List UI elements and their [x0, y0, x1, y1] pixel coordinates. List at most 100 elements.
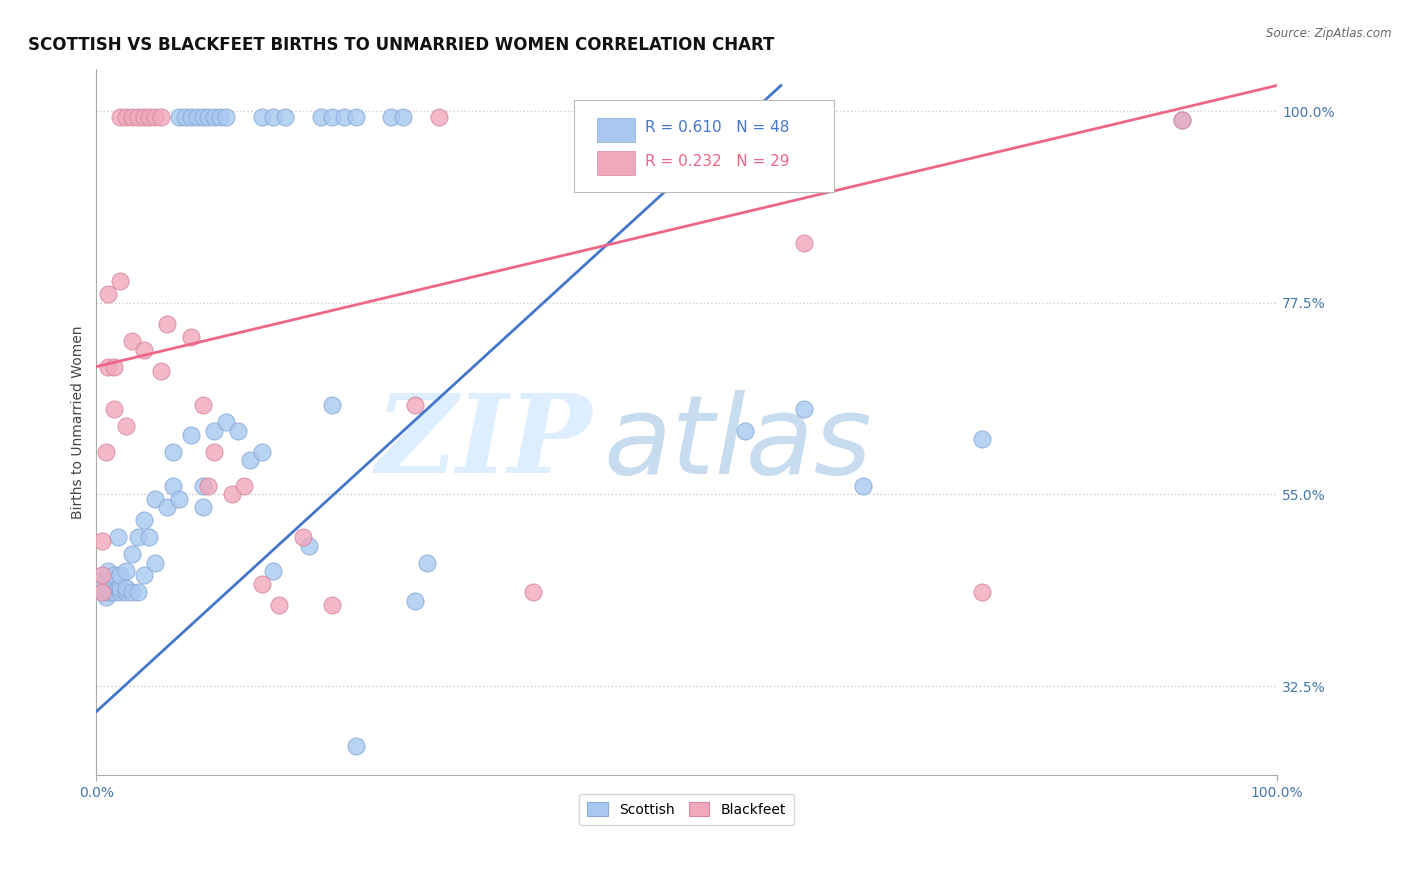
Point	[132, 110, 155, 124]
Point	[852, 479, 875, 493]
Point	[291, 530, 314, 544]
Point	[143, 491, 166, 506]
Point	[321, 398, 343, 412]
Point	[215, 110, 238, 124]
Point	[262, 564, 284, 578]
Point	[404, 594, 426, 608]
Point	[180, 330, 202, 344]
Point	[94, 590, 117, 604]
Point	[344, 110, 367, 124]
Text: atlas: atlas	[603, 390, 873, 497]
Point	[167, 491, 190, 506]
Point	[121, 110, 143, 124]
Point	[127, 530, 149, 544]
Point	[150, 364, 173, 378]
Point	[97, 359, 120, 374]
Point	[138, 530, 160, 544]
Point	[239, 453, 262, 467]
Point	[115, 581, 138, 595]
Point	[127, 110, 149, 124]
Point	[262, 110, 284, 124]
Point	[734, 424, 756, 438]
Point	[107, 530, 129, 544]
Point	[197, 479, 219, 493]
Point	[115, 110, 138, 124]
Point	[91, 581, 114, 595]
Point	[197, 110, 219, 124]
Point	[250, 445, 273, 459]
Point	[121, 585, 143, 599]
Point	[202, 424, 225, 438]
Point	[115, 585, 138, 599]
Point	[344, 739, 367, 753]
Point	[143, 556, 166, 570]
Point	[202, 445, 225, 459]
Point	[274, 110, 297, 124]
Point	[162, 479, 184, 493]
Point	[162, 445, 184, 459]
Point	[1171, 112, 1194, 127]
Point	[103, 568, 125, 582]
Point	[209, 110, 232, 124]
Point	[180, 427, 202, 442]
Point	[793, 236, 815, 251]
Point	[269, 598, 291, 612]
Point	[191, 500, 214, 515]
Point	[321, 598, 343, 612]
Point	[94, 445, 117, 459]
Point	[202, 110, 225, 124]
Point	[793, 402, 815, 417]
Y-axis label: Births to Unmarried Women: Births to Unmarried Women	[72, 326, 86, 519]
Point	[91, 568, 114, 582]
Point	[121, 334, 143, 348]
Point	[100, 585, 122, 599]
Point	[108, 581, 131, 595]
Point	[156, 317, 179, 331]
FancyBboxPatch shape	[596, 118, 634, 142]
Point	[416, 556, 439, 570]
Point	[91, 573, 114, 587]
Point	[138, 110, 160, 124]
Point	[309, 110, 332, 124]
Point	[970, 585, 993, 599]
Point	[173, 110, 195, 124]
Point	[143, 110, 166, 124]
Text: R = 0.610   N = 48: R = 0.610 N = 48	[645, 120, 790, 135]
Point	[97, 585, 120, 599]
Point	[150, 110, 173, 124]
Point	[180, 110, 202, 124]
Point	[132, 568, 155, 582]
Point	[191, 479, 214, 493]
Point	[108, 568, 131, 582]
Point	[108, 275, 131, 289]
Point	[121, 547, 143, 561]
Point	[103, 402, 125, 417]
Point	[103, 585, 125, 599]
Point	[392, 110, 415, 124]
Point	[333, 110, 356, 124]
Point	[97, 287, 120, 301]
Point	[156, 500, 179, 515]
Point	[91, 534, 114, 549]
Point	[1171, 112, 1194, 127]
Point	[107, 581, 129, 595]
Point	[97, 564, 120, 578]
Point	[298, 539, 321, 553]
Point	[221, 487, 243, 501]
Text: R = 0.232   N = 29: R = 0.232 N = 29	[645, 153, 790, 169]
Point	[115, 419, 138, 434]
Point	[127, 585, 149, 599]
Point	[115, 564, 138, 578]
Point	[321, 110, 343, 124]
Point	[100, 581, 122, 595]
Point	[191, 398, 214, 412]
Point	[108, 585, 131, 599]
Point	[191, 110, 214, 124]
Point	[226, 424, 249, 438]
FancyBboxPatch shape	[596, 151, 634, 175]
Point	[186, 110, 208, 124]
Point	[522, 585, 544, 599]
Point	[215, 415, 238, 429]
Point	[167, 110, 190, 124]
Point	[970, 432, 993, 446]
